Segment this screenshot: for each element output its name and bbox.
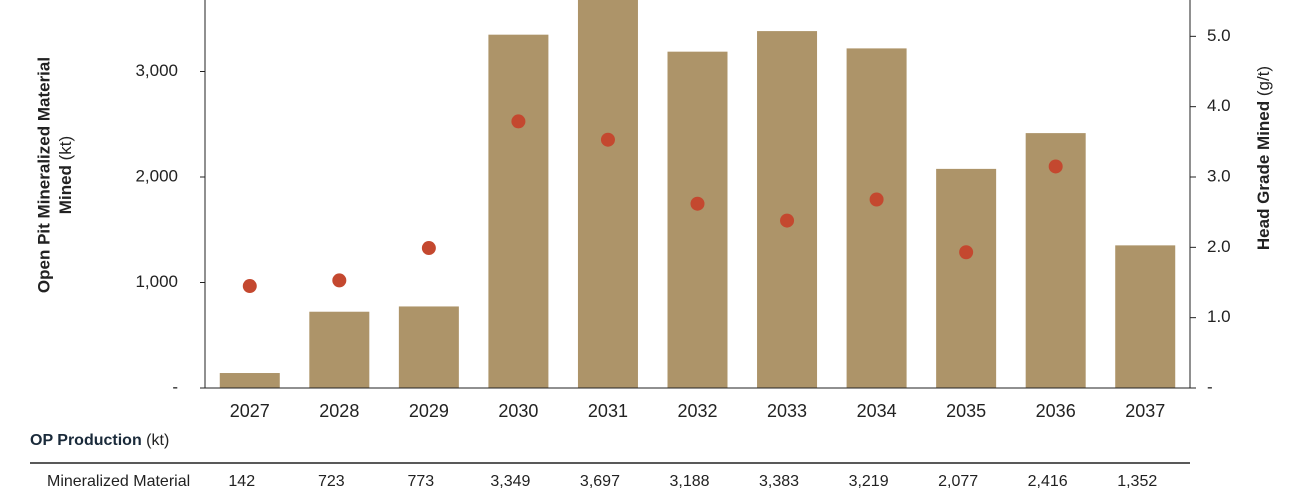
y2-label: Head Grade Mined (g/t) [1254,66,1273,250]
grade-point [242,279,257,294]
bar [1025,133,1086,388]
y2-tick-label: 5.0 [1207,26,1231,45]
y-label-line: Open Pit Mineralized Material [34,57,53,293]
x-tick-label: 2032 [677,401,717,421]
y2-label-unit: (g/t) [1254,66,1273,96]
bar [667,51,728,388]
grade-point [869,192,884,207]
table-cell: 3,697 [580,473,620,490]
bar [1115,245,1176,388]
y2-tick-label: 2.0 [1207,237,1231,256]
y2-tick-label: - [1207,377,1213,396]
y2-tick-label: 3.0 [1207,166,1231,185]
grade-point [690,196,705,211]
grade-point [780,213,795,228]
grade-point [421,241,436,256]
table-cell: 3,188 [669,473,709,490]
y2-tick-label: 4.0 [1207,96,1231,115]
table-cell: 1,352 [1117,473,1157,490]
table-title: OP Production (kt) [30,432,169,449]
x-tick-label: 2029 [409,401,449,421]
grade-point [959,245,974,260]
x-tick-label: 2035 [946,401,986,421]
bar [309,311,370,388]
y-tick-label: 3,000 [135,61,178,80]
bar [846,48,907,388]
bar [219,373,280,388]
x-tick-label: 2030 [498,401,538,421]
x-tick-label: 2028 [319,401,359,421]
table-title-text: OP Production [30,432,142,449]
bar [757,31,818,388]
table-cell: 3,349 [490,473,530,490]
table-cell: 773 [408,473,435,490]
y-tick-label: 2,000 [135,166,178,185]
grade-point [600,132,615,147]
table-cell: 2,416 [1028,473,1068,490]
y-tick-label: 1,000 [135,272,178,291]
table-cell: 723 [318,473,345,490]
x-tick-label: 2037 [1125,401,1165,421]
table-cell: 3,383 [759,473,799,490]
x-tick-label: 2031 [588,401,628,421]
table-cell: 2,077 [938,473,978,490]
grade-point [1048,159,1063,174]
y-label-text: Mined [56,165,75,214]
x-tick-label: 2027 [230,401,270,421]
table-unit: (kt) [146,432,169,449]
grade-point [332,273,347,288]
table-cell: 142 [228,473,255,490]
y-label-unit: (kt) [56,136,75,161]
bar [398,306,459,388]
y2-tick-label: 1.0 [1207,307,1231,326]
table-row-label: Mineralized Material [47,473,190,490]
y2-axis-label: Head Grade Mined (g/t) [1254,66,1273,250]
bar [936,168,997,388]
y-label-line: Mined (kt) [56,136,75,214]
bar [577,0,638,389]
table-cell: 3,219 [849,473,889,490]
grade-point [511,114,526,129]
x-tick-label: 2034 [857,401,897,421]
bar [488,34,549,388]
x-tick-label: 2033 [767,401,807,421]
y2-label-text: Head Grade Mined [1254,101,1273,250]
y-tick-label: - [172,377,178,396]
x-tick-label: 2036 [1036,401,1076,421]
y-axis-label: Open Pit Mineralized Material Mined (kt) [34,57,75,293]
